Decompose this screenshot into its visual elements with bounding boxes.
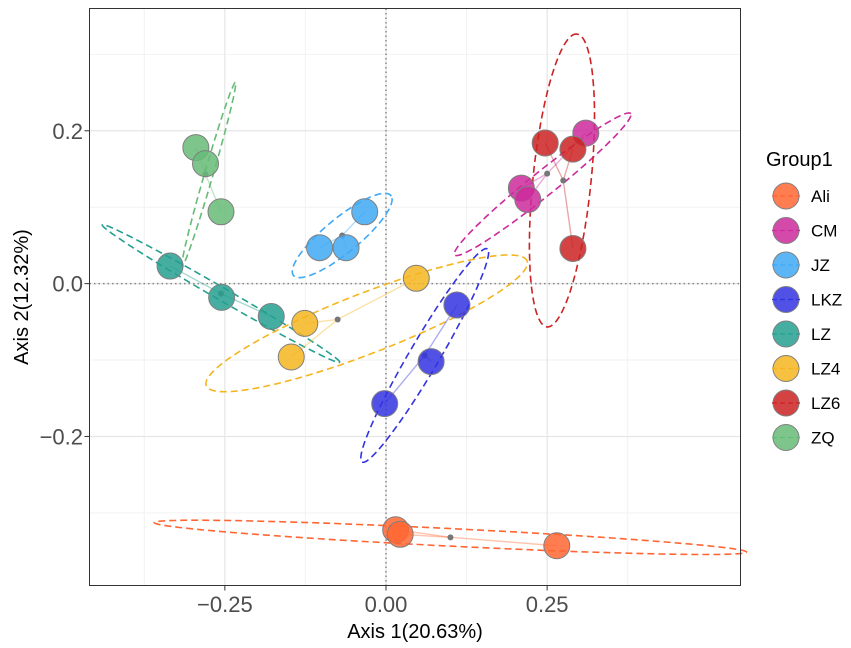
y-tick-label: 0.2: [52, 119, 83, 144]
centroid-lz4: [334, 316, 341, 323]
point-lz: [208, 283, 236, 311]
point-ali: [386, 520, 414, 548]
legend-label-lz4: LZ4: [811, 360, 840, 379]
x-axis-title: Axis 1(20.63%): [347, 621, 483, 643]
point-zq: [207, 198, 235, 226]
point-lz: [156, 252, 184, 280]
x-tick-label: −0.25: [197, 592, 253, 617]
ellipses: [101, 33, 748, 556]
legend-label-zq: ZQ: [811, 429, 835, 448]
legend-label-jz: JZ: [811, 256, 830, 275]
legend-label-lkz: LKZ: [811, 291, 842, 310]
y-axis-ticks: −0.2 0.0 0.2: [40, 119, 90, 449]
point-jz: [306, 234, 334, 262]
y-tick-label: 0.0: [52, 272, 83, 297]
point-lkz: [417, 348, 445, 376]
point-zq: [192, 150, 220, 178]
plot-panel-border: [89, 8, 741, 586]
point-lz6: [559, 135, 587, 163]
centroid-cm: [544, 170, 551, 177]
x-axis-ticks: −0.25 0.00 0.25: [197, 585, 569, 617]
legend: Ali CM JZ LKZ LZ LZ4 LZ6 ZQ: [772, 182, 842, 451]
point-lz6: [531, 129, 559, 157]
legend-label-lz6: LZ6: [811, 394, 840, 413]
point-lkz: [443, 291, 471, 319]
point-lz4: [291, 309, 319, 337]
centroid-ali: [447, 534, 454, 541]
legend-label-ali: Ali: [811, 187, 830, 206]
point-lz4: [402, 264, 430, 292]
data-points: [156, 119, 600, 560]
point-cm: [514, 186, 542, 214]
legend-label-cm: CM: [811, 222, 837, 241]
link-lz4: [337, 277, 417, 321]
point-lkz: [371, 390, 399, 418]
x-tick-label: 0.25: [526, 592, 569, 617]
point-jz: [332, 234, 360, 262]
point-lz4: [277, 343, 305, 371]
ellipse-ali: [153, 519, 748, 556]
point-lz6: [559, 234, 587, 262]
legend-label-lz: LZ: [811, 325, 831, 344]
legend-title: Group1: [766, 149, 833, 171]
y-axis-title: Axis 2(12.32%): [11, 229, 33, 365]
point-jz: [351, 198, 379, 226]
point-lz: [257, 302, 285, 330]
centroid-lz6: [560, 177, 567, 184]
y-tick-label: −0.2: [40, 424, 83, 449]
x-tick-label: 0.00: [365, 592, 408, 617]
point-ali: [543, 532, 571, 560]
ellipse-lz6: [528, 33, 596, 328]
link-ali: [450, 536, 557, 547]
